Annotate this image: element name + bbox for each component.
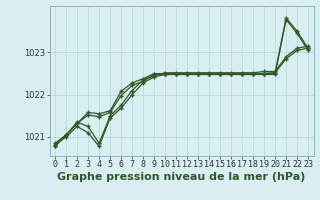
X-axis label: Graphe pression niveau de la mer (hPa): Graphe pression niveau de la mer (hPa) [57,172,306,182]
